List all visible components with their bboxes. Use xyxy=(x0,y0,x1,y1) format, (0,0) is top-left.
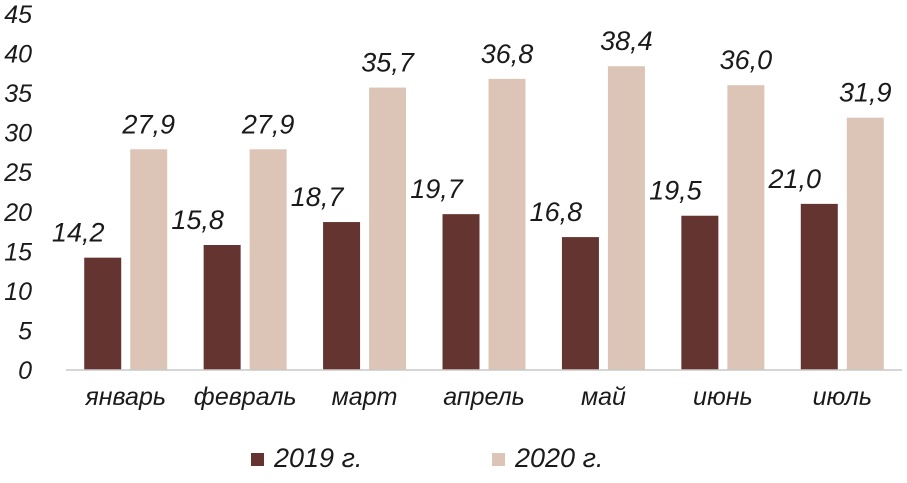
legend-label: 2020 г. xyxy=(514,443,603,473)
y-tick-label: 25 xyxy=(3,159,32,187)
legend-swatch xyxy=(251,453,264,466)
data-label: 18,7 xyxy=(291,182,345,212)
bar-series1 xyxy=(681,215,719,370)
data-label: 15,8 xyxy=(171,205,224,235)
y-tick-label: 45 xyxy=(4,1,32,29)
y-tick-label: 0 xyxy=(18,357,32,385)
y-tick-label: 20 xyxy=(3,199,32,227)
bar-series1 xyxy=(800,203,838,370)
x-tick-label: март xyxy=(332,383,398,411)
legend-label: 2019 г. xyxy=(273,443,362,473)
y-tick-label: 15 xyxy=(4,238,32,266)
legend-swatch xyxy=(492,453,505,466)
x-tick-label: июнь xyxy=(693,383,753,411)
bar-series2 xyxy=(846,117,884,370)
data-label: 16,8 xyxy=(530,197,583,227)
data-label: 19,5 xyxy=(649,176,703,206)
x-tick-label: апрель xyxy=(443,383,525,411)
bar-series2 xyxy=(488,78,526,371)
y-tick-label: 10 xyxy=(4,278,32,306)
data-label: 14,2 xyxy=(52,218,105,248)
data-label: 38,4 xyxy=(600,26,653,56)
data-label: 36,8 xyxy=(481,39,534,69)
x-tick-label: январь xyxy=(84,383,166,411)
bar-series2 xyxy=(249,149,287,370)
bar-series1 xyxy=(561,237,599,370)
bar-series2 xyxy=(607,66,645,371)
x-tick-label: июль xyxy=(813,383,872,411)
data-label: 31,9 xyxy=(839,78,892,108)
data-label: 36,0 xyxy=(720,45,773,75)
bar-series2 xyxy=(130,149,168,370)
x-tick-label: февраль xyxy=(194,383,297,411)
bar-series1 xyxy=(203,245,241,370)
y-tick-label: 35 xyxy=(4,80,32,108)
bar-series1 xyxy=(442,214,480,370)
bar-series2 xyxy=(727,85,765,370)
data-label: 27,9 xyxy=(241,109,295,139)
y-tick-label: 5 xyxy=(18,317,32,345)
y-tick-label: 40 xyxy=(4,41,32,69)
x-tick-label: май xyxy=(581,383,626,411)
y-tick-label: 30 xyxy=(4,120,32,148)
data-label: 19,7 xyxy=(410,174,464,204)
bar-series2 xyxy=(369,87,407,370)
data-label: 27,9 xyxy=(121,109,175,139)
data-label: 35,7 xyxy=(361,48,415,78)
bar-series1 xyxy=(323,222,361,370)
data-label: 21,0 xyxy=(768,164,822,194)
bar-series1 xyxy=(84,257,122,370)
